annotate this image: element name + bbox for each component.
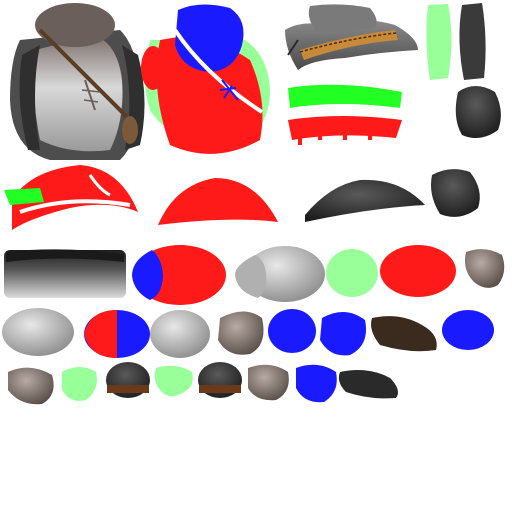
sleeve-diffuse-strip	[459, 3, 486, 80]
torso-diffuse-texture	[10, 3, 145, 160]
head-mask-texture-2	[84, 310, 150, 358]
hand-texture-2	[218, 311, 264, 355]
boot-texture-2	[338, 370, 398, 399]
boot-texture	[371, 316, 437, 352]
cap-dark-texture	[455, 86, 501, 139]
hat-side-texture	[285, 4, 418, 70]
head-light-texture	[235, 246, 325, 302]
hand-blue-mask-3	[296, 364, 337, 403]
hat-band-mask-texture	[288, 84, 402, 145]
hand-green-mask	[62, 367, 97, 401]
head-red-mask	[380, 245, 456, 297]
hat-brim-mask-texture	[4, 165, 138, 230]
helmet-green-mask	[154, 365, 193, 397]
head-green-mask	[326, 249, 378, 297]
cap-dark-small-texture	[431, 169, 480, 217]
head-light-texture-3	[150, 310, 210, 358]
sleeve-mask-strip	[426, 4, 452, 80]
head-light-texture-2	[2, 308, 74, 356]
hat-brim-red-texture	[158, 178, 278, 225]
hat-brim-dark-texture	[305, 179, 425, 222]
boot-blue-mask	[442, 310, 494, 350]
hand-texture-3	[8, 367, 54, 405]
hand-texture-1	[465, 249, 505, 288]
helmet-texture-2	[198, 362, 242, 398]
helmet-texture	[106, 362, 150, 398]
torso-mask-texture	[141, 4, 270, 154]
hand-texture-4	[248, 364, 289, 401]
belt-band-texture	[4, 249, 126, 298]
head-mask-texture	[132, 245, 226, 305]
hand-blue-mask	[268, 309, 316, 353]
hand-blue-mask-2	[320, 311, 366, 356]
